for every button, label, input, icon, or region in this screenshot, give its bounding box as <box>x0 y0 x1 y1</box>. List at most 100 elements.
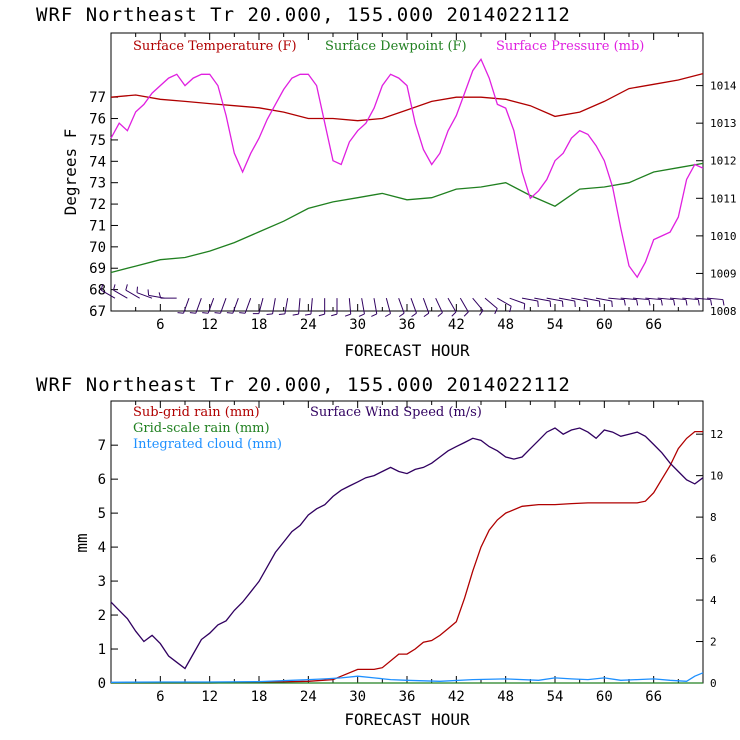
wind-barb-staff <box>521 297 538 302</box>
wind-barb-staff <box>232 297 239 314</box>
wind-barb-flag <box>331 313 338 317</box>
wind-barb-staff <box>385 298 391 314</box>
bottom-left-axis: 0 1 2 3 4 5 6 7 <box>98 438 118 692</box>
y-tick-label: 4 <box>98 540 106 556</box>
y-tick-label: 5 <box>98 506 106 522</box>
wind-barb-staff <box>645 297 662 301</box>
wind-barb-flag <box>147 289 150 296</box>
wind-barb-staff <box>608 297 625 301</box>
wind-barb-staff <box>459 297 469 313</box>
bottom-chart-title: WRF Northeast Tr 20.000, 155.000 2014022… <box>36 374 571 396</box>
wind-barb-staff <box>348 298 352 315</box>
x-tick-label: 66 <box>645 689 662 705</box>
y2-tick-label: 1014 <box>710 80 737 93</box>
y2-tick-label: 2 <box>710 636 717 649</box>
x-tick-label: 24 <box>300 689 317 705</box>
legend-entry: Surface Dewpoint (F) <box>325 39 467 54</box>
wind-barb-staff <box>100 289 116 299</box>
wind-barb-staff <box>583 297 600 302</box>
x-tick-label: 42 <box>448 317 465 333</box>
y-tick-label: 77 <box>89 90 106 106</box>
wind-barb-staff <box>310 298 313 315</box>
top-ylabel: Degrees F <box>61 129 80 216</box>
wind-barb-flag <box>371 313 377 317</box>
wind-barb-staff <box>136 292 153 299</box>
wind-barb-staff <box>497 297 512 307</box>
wind-barb-flag <box>636 299 639 306</box>
y-tick-label: 1 <box>98 642 106 658</box>
wind-barb-staff <box>447 297 457 313</box>
wind-barb-flag <box>561 300 564 307</box>
y2-tick-label: 1011 <box>710 192 737 205</box>
series-line-1 <box>110 162 704 274</box>
y-tick-label: 72 <box>89 197 106 213</box>
wind-barb-staff <box>534 297 551 302</box>
bottom-xlabel: FORECAST HOUR <box>344 710 470 729</box>
wind-barb-staff <box>546 297 563 302</box>
wind-barb-flag <box>710 299 713 306</box>
y-tick-label: 7 <box>98 438 106 454</box>
wind-barb-flag <box>479 310 484 316</box>
wind-barb-flag <box>697 299 700 306</box>
wind-barb-flag <box>660 299 663 306</box>
top-xlabel: FORECAST HOUR <box>344 341 470 360</box>
y-tick-label: 73 <box>89 176 106 192</box>
bottom-series-lines <box>110 427 704 684</box>
y-tick-label: 69 <box>89 261 106 277</box>
y-tick-label: 74 <box>89 154 106 170</box>
wind-barb-flag <box>398 312 405 318</box>
wind-barb-flag <box>158 292 162 299</box>
wind-barb-staff <box>558 297 575 302</box>
wind-barb-staff <box>632 297 649 301</box>
wind-barbs <box>100 284 725 318</box>
y2-tick-label: 1008 <box>710 305 737 318</box>
y2-tick-label: 10 <box>710 470 723 483</box>
wind-barb-staff <box>694 297 711 301</box>
x-tick-label: 18 <box>251 689 268 705</box>
y2-tick-label: 4 <box>710 594 717 607</box>
wind-barb-flag <box>202 312 209 314</box>
x-tick-label: 6 <box>156 317 164 333</box>
y-tick-label: 71 <box>89 218 106 234</box>
y-tick-label: 75 <box>89 133 106 149</box>
wind-barb-flag <box>411 312 417 318</box>
wind-barb-staff <box>272 298 276 315</box>
wind-barb-flag <box>494 308 498 315</box>
y-tick-label: 3 <box>98 574 106 590</box>
wind-barb-flag <box>463 311 469 317</box>
y2-tick-label: 8 <box>710 511 717 524</box>
wind-barb-staff <box>125 289 140 299</box>
y-tick-label: 67 <box>89 304 106 320</box>
wind-barb-staff <box>207 297 215 314</box>
wind-barb-staff <box>669 297 686 301</box>
wind-barb-staff <box>113 289 128 299</box>
wind-barb-staff <box>183 297 190 314</box>
wind-barb-flag <box>549 300 552 307</box>
x-tick-label: 30 <box>349 689 366 705</box>
wind-barb-flag <box>673 299 676 306</box>
wind-barb-flag <box>125 284 128 291</box>
x-tick-label: 48 <box>497 689 514 705</box>
wind-barb-flag <box>722 299 725 306</box>
wind-barb-flag <box>226 312 233 314</box>
wind-barb-staff <box>620 297 637 301</box>
wind-barb-flag <box>318 313 325 317</box>
wind-barb-flag <box>189 312 196 314</box>
wind-barb-staff <box>682 297 699 301</box>
wind-barb-flag <box>537 300 539 307</box>
y-tick-label: 70 <box>89 240 106 256</box>
x-tick-label: 60 <box>596 317 613 333</box>
bottom-right-axis: 0 2 4 6 8 10 12 <box>696 428 723 690</box>
top-x-axis: 6 12 18 24 30 36 42 48 54 60 66 <box>135 33 679 333</box>
wind-barb-flag <box>509 306 512 313</box>
series-line-3 <box>110 427 704 670</box>
wind-barb-flag <box>177 312 184 314</box>
wind-barb-flag <box>451 311 457 317</box>
series-line-2 <box>110 57 704 279</box>
wind-barb-staff <box>472 297 484 311</box>
wind-barb-staff <box>509 297 525 305</box>
y-tick-label: 2 <box>98 608 106 624</box>
x-tick-label: 36 <box>399 689 416 705</box>
wind-barb-flag <box>574 300 576 307</box>
